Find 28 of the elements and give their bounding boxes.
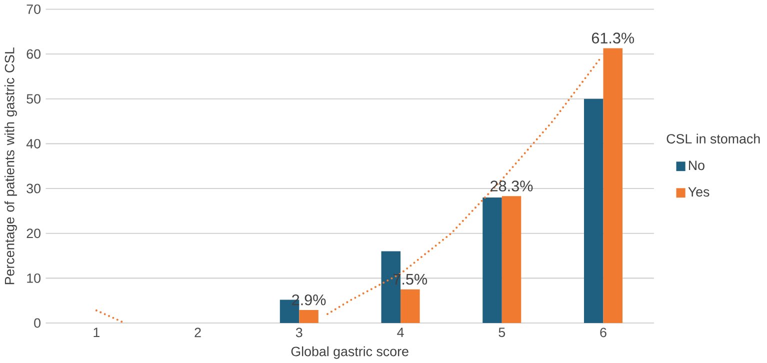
x-tick-label: 5 [498, 328, 506, 337]
legend-label: Yes [688, 187, 710, 196]
x-axis-title: Global gastric score [291, 346, 408, 359]
y-axis-title: Percentage of patients with gastric CSL [4, 47, 17, 284]
y-tick-label: 30 [26, 184, 40, 194]
bar [482, 197, 502, 323]
bar [584, 98, 604, 323]
x-tick-label: 3 [296, 328, 302, 338]
legend-label: No [688, 160, 704, 170]
data-label: 2.9% [292, 294, 326, 306]
y-tick-label: 0 [34, 318, 40, 328]
y-tick-label: 40 [26, 138, 40, 148]
x-tick-label: 6 [600, 328, 606, 338]
y-tick-label: 10 [27, 273, 40, 283]
y-tick-label: 60 [26, 49, 40, 59]
legend-title: CSL in stomach [666, 134, 760, 144]
bar [299, 310, 318, 323]
y-tick-label: 70 [26, 4, 40, 14]
data-label: 28.3% [490, 180, 533, 192]
x-tick-label: 4 [397, 328, 404, 337]
bar [400, 289, 420, 323]
x-tick-label: 2 [194, 328, 201, 337]
x-tick-label: 1 [94, 328, 100, 337]
data-label: 61.3% [592, 32, 634, 44]
bar [603, 48, 623, 323]
bar [502, 196, 522, 323]
y-tick-label: 20 [26, 228, 40, 238]
y-tick-label: 50 [26, 94, 40, 104]
